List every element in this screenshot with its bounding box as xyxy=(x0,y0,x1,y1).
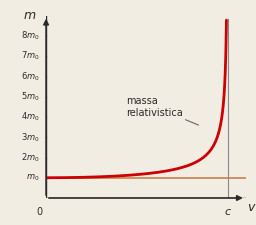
Text: v: v xyxy=(248,201,255,214)
Text: c: c xyxy=(225,207,231,216)
Text: m: m xyxy=(24,9,36,22)
Text: $7m_0$: $7m_0$ xyxy=(21,50,40,63)
Text: $8m_0$: $8m_0$ xyxy=(21,30,40,42)
Text: $6m_0$: $6m_0$ xyxy=(21,70,40,83)
Text: $5m_0$: $5m_0$ xyxy=(21,90,40,103)
Text: $m_0$: $m_0$ xyxy=(26,173,40,183)
Text: $2m_0$: $2m_0$ xyxy=(21,151,40,164)
Text: massa
relativistica: massa relativistica xyxy=(126,96,199,125)
Text: $4m_0$: $4m_0$ xyxy=(21,111,40,123)
Text: $3m_0$: $3m_0$ xyxy=(21,131,40,144)
Text: 0: 0 xyxy=(37,207,43,216)
